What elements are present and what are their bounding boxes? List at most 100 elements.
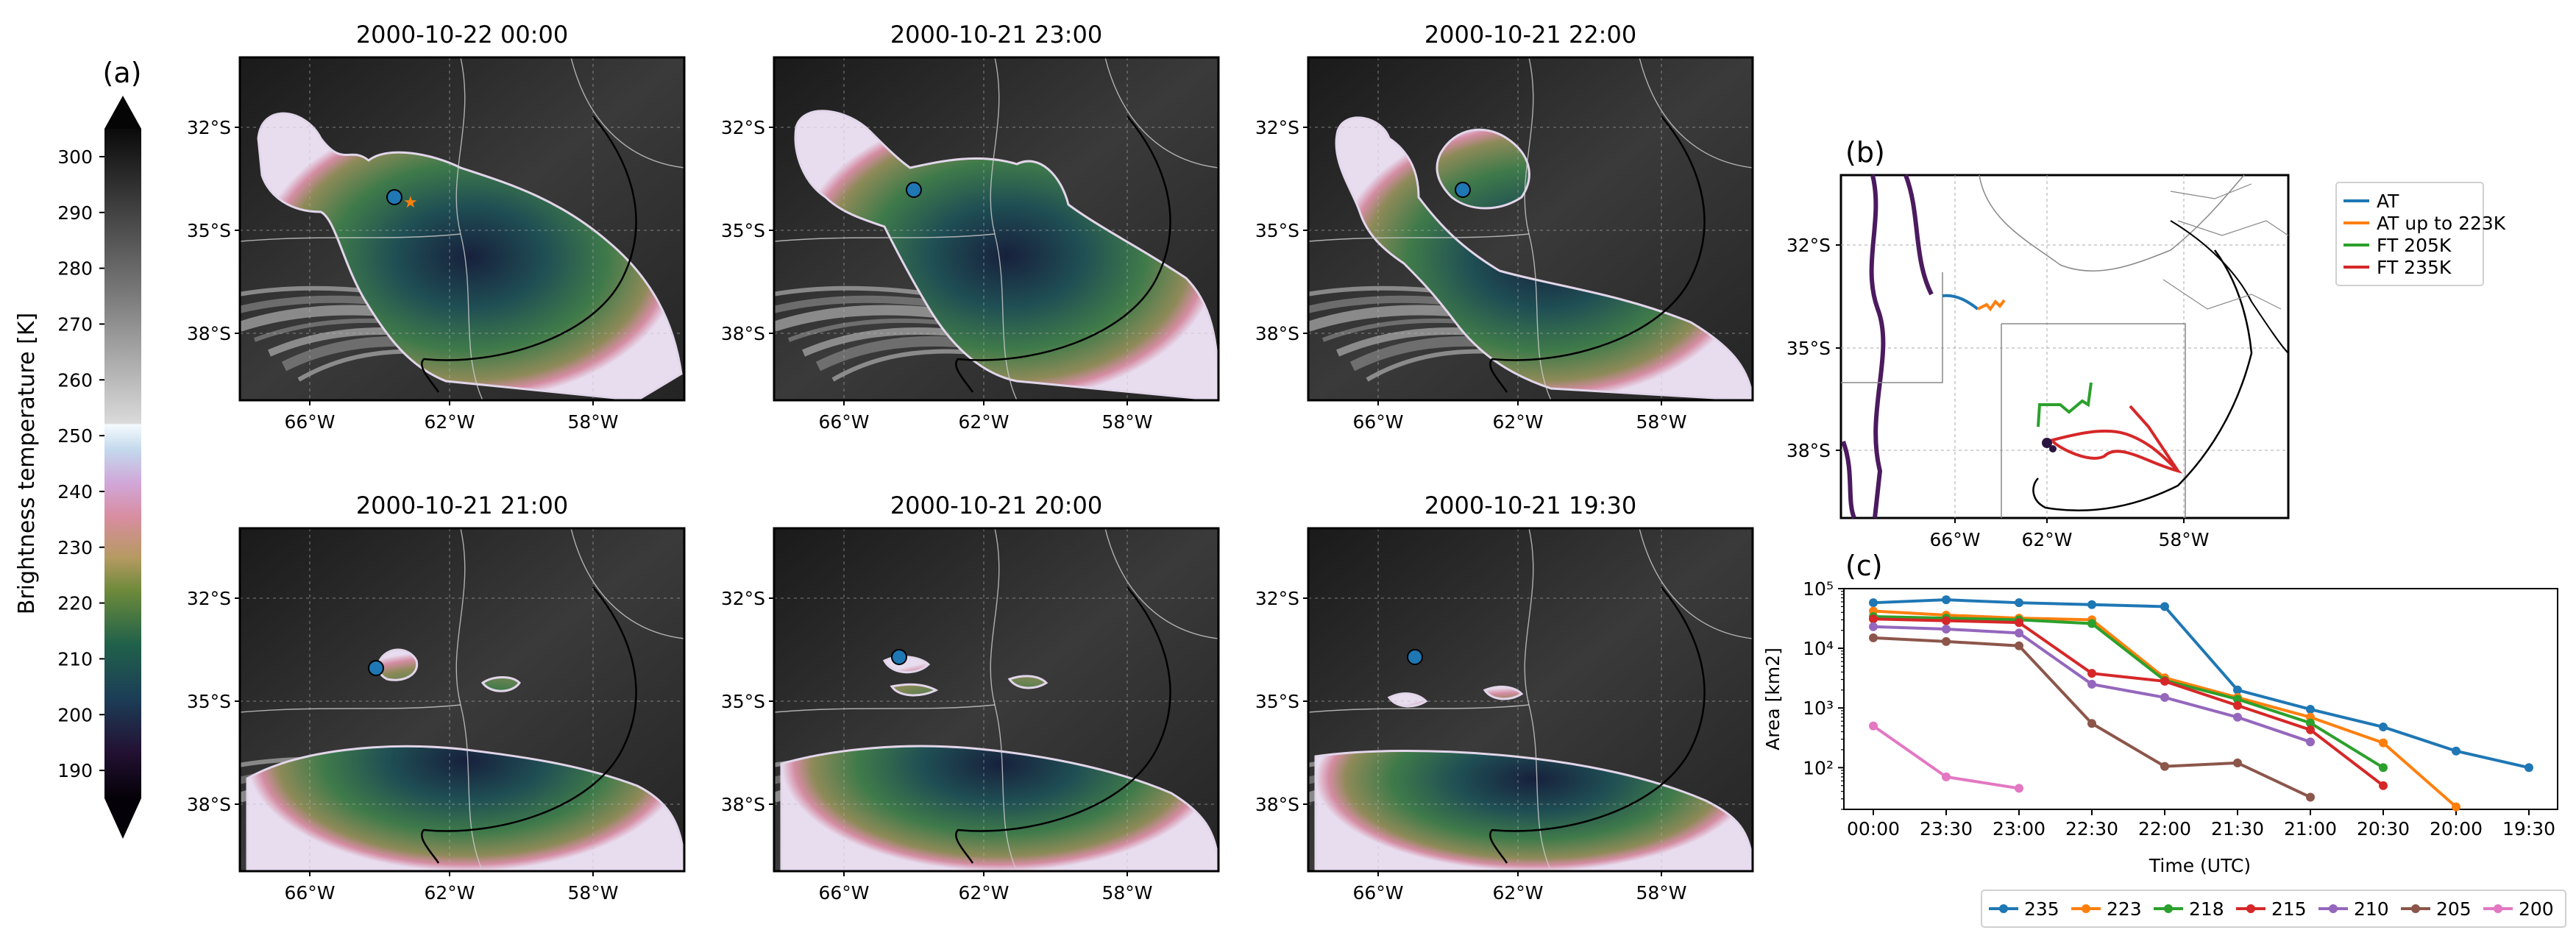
series-point-223 (2452, 802, 2460, 812)
map-frame (773, 56, 1220, 402)
series-point-235 (1942, 595, 1951, 605)
storm-center-marker (891, 649, 907, 665)
panel-b-map (1841, 174, 2289, 519)
panel-c-xlabel: Time (UTC) (2149, 855, 2251, 876)
series-point-235 (2524, 763, 2533, 773)
map-panel: 2000-10-21 20:00 32°S 35°S 38°S 66°W 62°W 58°W (721, 491, 1220, 904)
lon-tick-label: 58°W (1101, 411, 1152, 433)
panel-c-legend-label: 215 (2271, 898, 2307, 920)
panel-b-lon-tick-label: 66°W (1929, 529, 1980, 550)
panel-c-legend-marker (2494, 904, 2502, 913)
lat-tick-label: 32°S (187, 117, 231, 138)
series-point-205 (2160, 762, 2169, 771)
lat-tick-label: 35°S (721, 220, 765, 241)
panel-c-legend-label: 223 (2107, 898, 2142, 920)
panel-c-ytick-label: 10³ (1803, 698, 1834, 719)
panel-c-ytick-label: 10⁵ (1803, 578, 1834, 600)
map-panel-title: 2000-10-21 23:00 (890, 21, 1102, 49)
province-border (1308, 704, 1530, 713)
colorbar-tick-label: 250 (57, 425, 93, 447)
lat-tick-label: 38°S (1255, 794, 1299, 815)
panel-c-legend-marker (2329, 904, 2338, 913)
convective-cloud (780, 656, 1218, 871)
lon-tick-label: 66°W (818, 882, 869, 904)
panel-c-xtick-label: 20:00 (2430, 818, 2483, 840)
coastline (955, 586, 1171, 864)
colorbar-top-extension (104, 96, 141, 129)
series-point-218 (2379, 763, 2388, 773)
series-point-215 (2233, 700, 2242, 710)
convective-cloud (1314, 685, 1753, 871)
storm-center-marker (1407, 649, 1423, 665)
colorbar-tick-label: 280 (57, 258, 93, 280)
series-point-205 (2306, 792, 2315, 802)
series-line-215 (1873, 617, 2385, 787)
lon-tick-label: 62°W (424, 411, 475, 433)
province-border (1104, 57, 1218, 168)
coastline (421, 116, 637, 393)
lon-tick-label: 62°W (1492, 882, 1543, 904)
series-point-210 (1942, 624, 1951, 634)
lon-tick-label: 62°W (958, 882, 1009, 904)
panel-c-ylabel: Area [km2] (1762, 647, 1784, 750)
map-panels: 2000-10-22 00:00 ★ 32°S 35°S 38°S 66°W 62°W 58°… (187, 21, 1754, 904)
series-point-235 (2379, 723, 2388, 732)
lat-tick-label: 32°S (1255, 588, 1299, 609)
lon-tick-label: 66°W (284, 411, 335, 433)
lon-tick-label: 66°W (818, 411, 869, 433)
map-panel-image (774, 528, 1218, 871)
province-border (570, 57, 684, 168)
panel-c-axes: 10² 10³ 10⁴ 10⁵ 00:00 23:30 23:00 22:30 22:00 21:… (1803, 578, 2555, 840)
colorbar-tick-label: 190 (57, 760, 93, 781)
panel-b-frame (1839, 174, 2290, 519)
panel-c-legend-label: 200 (2519, 898, 2554, 920)
series-point-205 (1869, 633, 1878, 642)
lat-tick-label: 38°S (1255, 323, 1299, 344)
map-panel: 2000-10-22 00:00 ★ 32°S 35°S 38°S 66°W 62°W 58°… (187, 21, 686, 433)
panel-c: (c) 10² 10³ 10⁴ 10⁵ 00:00 23:30 23:00 22:30 22:0… (1762, 550, 2566, 928)
panel-c-legend-marker (1999, 904, 2008, 913)
series-point-215 (2379, 781, 2388, 790)
series-point-210 (2015, 628, 2023, 638)
lat-tick-label: 32°S (721, 117, 765, 138)
series-point-210 (2087, 679, 2096, 689)
series-point-205 (1942, 636, 1951, 646)
panel-c-xtick-label: 21:00 (2284, 818, 2337, 840)
map-frame (238, 527, 686, 873)
province-border (1639, 528, 1753, 639)
coastline (955, 116, 1171, 393)
lon-tick-label: 66°W (1352, 882, 1403, 904)
map-frame (773, 527, 1220, 873)
lat-tick-label: 35°S (187, 220, 231, 241)
series-point-223 (2379, 738, 2388, 748)
series-point-200 (2015, 784, 2023, 793)
colorbar-tick-label: 270 (57, 313, 93, 335)
series-point-200 (1942, 772, 1951, 781)
lon-tick-label: 66°W (1352, 411, 1403, 433)
lat-tick-label: 32°S (187, 588, 231, 609)
series-point-218 (2087, 619, 2096, 628)
storm-center-marker (368, 660, 384, 676)
colorbar-tick-label: 300 (57, 146, 93, 168)
storm-center-marker (906, 182, 922, 198)
panel-b-legend-label: AT (2377, 191, 2399, 212)
series-point-210 (1869, 622, 1878, 631)
coastline (421, 586, 637, 864)
map-panel-image (240, 528, 684, 871)
series-point-235 (2087, 600, 2096, 609)
lon-tick-label: 58°W (567, 882, 618, 904)
panel-c-legend-marker (2164, 904, 2173, 913)
panel-c-xtick-label: 20:30 (2357, 818, 2410, 840)
series-point-210 (2306, 737, 2315, 747)
panel-c-xtick-label: 00:00 (1847, 818, 1900, 840)
lat-tick-label: 35°S (187, 691, 231, 712)
lat-tick-label: 35°S (721, 691, 765, 712)
map-panel-title: 2000-10-21 20:00 (890, 491, 1102, 519)
panel-b-axis-ticks: 32°S 35°S 38°S 66°W 62°W 58°W (1786, 235, 2210, 550)
province-border (1104, 528, 1218, 639)
colorbar-bar (104, 129, 141, 798)
panel-c-letter: (c) (1845, 550, 1883, 582)
series-point-218 (2306, 718, 2315, 728)
lat-tick-label: 35°S (1255, 220, 1299, 241)
province-border (570, 528, 684, 639)
